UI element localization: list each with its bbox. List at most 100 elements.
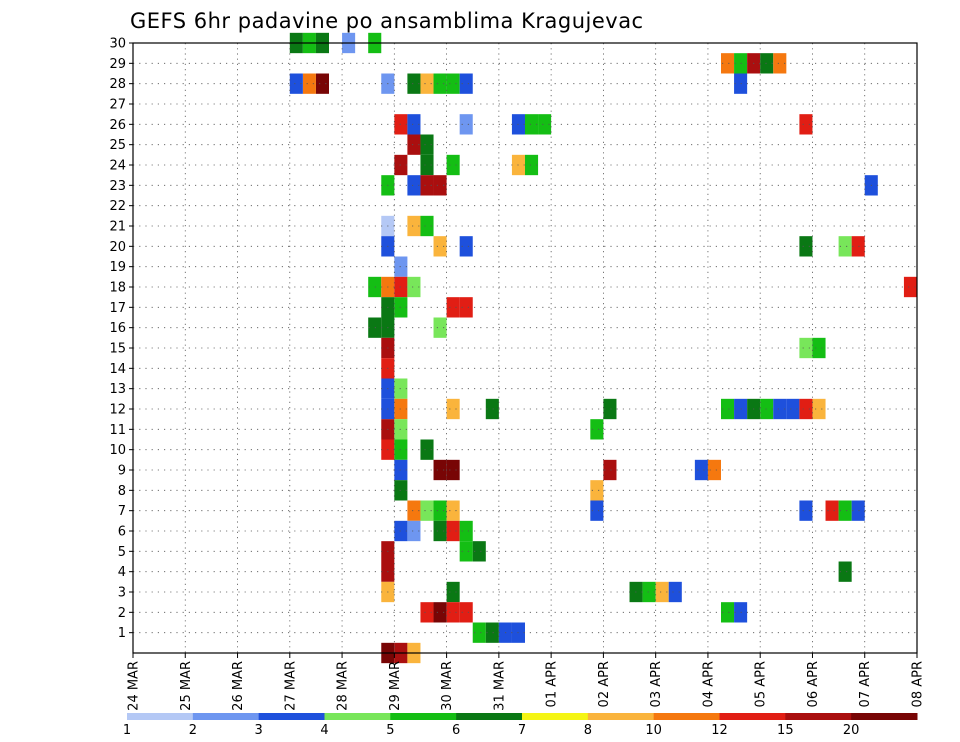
colorbar-swatch [785,713,852,720]
heatmap-cell [368,276,382,298]
heatmap-cell [302,73,316,94]
heatmap-cell [407,215,421,237]
y-tick-label: 6 [118,525,126,540]
x-tick-label: 26 MAR [231,661,246,711]
colorbar-label: 20 [843,723,860,738]
y-tick-label: 4 [118,565,126,580]
y-tick-label: 29 [109,57,126,72]
colorbar-swatch [127,713,194,720]
heatmap-cell [472,541,486,562]
heatmap-cell [485,398,499,420]
heatmap-cell [394,520,408,542]
heatmap-cell [433,500,447,521]
colorbar-label: 2 [189,723,197,738]
colorbar-swatch [653,713,720,720]
heatmap-cell [433,602,447,623]
heatmap-cell [721,398,735,420]
heatmap-cell [825,500,839,521]
heatmap-cell [760,53,774,74]
heatmap-cells [289,32,917,664]
heatmap-cell [433,520,447,542]
heatmap-cell [459,236,473,257]
heatmap-cell [394,154,408,176]
colorbar-label: 4 [320,723,328,738]
heatmap-cell [799,337,813,359]
heatmap-cell [315,73,329,94]
heatmap-cell [812,337,826,359]
y-tick-label: 12 [109,403,126,418]
heatmap-cell [433,73,447,94]
heatmap-cell [459,114,473,135]
heatmap-cell [838,236,852,257]
heatmap-cell [420,215,434,237]
heatmap-cell [394,378,408,399]
y-tick-label: 25 [109,138,126,153]
heatmap-cell [407,520,421,542]
heatmap-cell [368,317,382,338]
heatmap-cell [407,500,421,521]
y-tick-label: 22 [109,199,126,214]
heatmap-cell [459,297,473,318]
x-tick-label: 01 APR [545,661,560,707]
colorbar-label: 6 [452,723,460,738]
heatmap-cell [459,541,473,562]
y-tick-label: 11 [109,423,126,438]
heatmap-cell [394,398,408,420]
heatmap-cell [446,602,460,623]
heatmap-cell [590,419,604,440]
colorbar-swatch [587,713,655,720]
y-tick-label: 27 [109,98,126,113]
heatmap-cell [446,520,460,542]
heatmap-cell [851,236,865,257]
y-tick-label: 21 [109,220,126,235]
colorbar-label: 1 [123,723,131,738]
heatmap-cell [407,73,421,94]
heatmap-cell [459,520,473,542]
x-tick-label: 30 MAR [440,661,455,711]
heatmap-cell [420,73,434,94]
colorbar-swatch [719,713,786,720]
heatmap-cell [903,276,917,298]
heatmap-cell [721,53,735,74]
heatmap-cell [420,175,434,196]
y-axis: 1234567891011121314151617181920212223242… [109,37,133,641]
y-tick-label: 8 [118,484,126,499]
colorbar-label: 15 [777,723,794,738]
y-tick-label: 17 [109,301,126,316]
y-tick-label: 26 [109,118,126,133]
grid-lines [133,42,917,653]
y-tick-label: 1 [118,626,126,641]
colorbar-label: 12 [711,723,728,738]
heatmap-cell [773,53,787,74]
heatmap-cell [407,134,421,155]
heatmap-cell [590,500,604,521]
heatmap-cell [420,439,434,460]
y-tick-label: 18 [109,281,126,296]
heatmap-cell [603,398,617,420]
x-tick-label: 27 MAR [283,661,298,711]
heatmap-cell [459,73,473,94]
heatmap-cell [485,622,499,643]
heatmap-cell [838,500,852,521]
heatmap-cell [420,134,434,155]
y-tick-label: 7 [118,504,126,519]
heatmap-cell [420,602,434,623]
heatmap-cell [786,398,800,420]
heatmap-cell [407,114,421,135]
heatmap-cell [773,398,787,420]
heatmap-cell [394,114,408,135]
heatmap-cell [446,581,460,603]
y-tick-label: 14 [109,362,126,377]
colorbar-swatch [851,713,918,720]
heatmap-cell [472,622,486,643]
x-tick-label: 02 APR [597,661,612,707]
colorbar-label: 5 [386,723,394,738]
heatmap-cell [446,297,460,318]
x-tick-label: 24 MAR [127,661,142,711]
y-tick-label: 3 [118,586,126,601]
heatmap-cell [446,73,460,94]
heatmap-cell [590,480,604,501]
heatmap-cell [694,459,708,481]
heatmap-cell [407,175,421,196]
